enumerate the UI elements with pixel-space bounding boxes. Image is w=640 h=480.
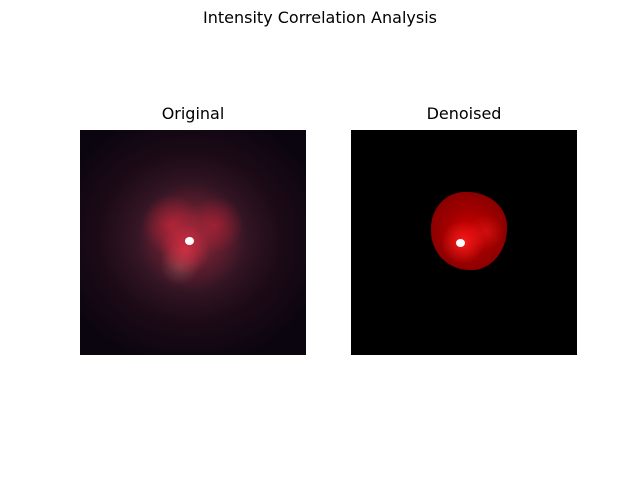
original-panel-title: Original xyxy=(161,104,225,123)
denoised-image xyxy=(351,130,577,355)
figure-title: Intensity Correlation Analysis xyxy=(203,8,437,27)
original-bright-spot xyxy=(185,237,194,245)
denoised-panel-title: Denoised xyxy=(426,104,502,123)
original-image xyxy=(80,130,306,355)
denoised-red-signal xyxy=(431,192,507,270)
denoised-bright-spot xyxy=(456,239,465,247)
